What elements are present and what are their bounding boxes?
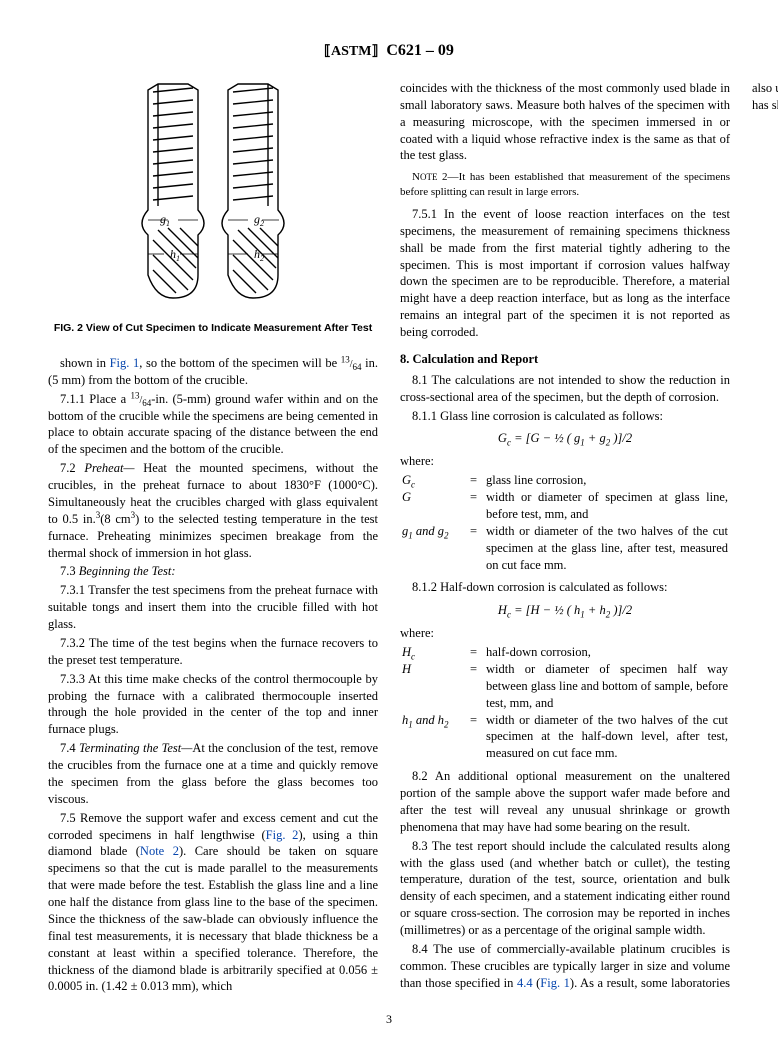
ref-fig1[interactable]: Fig. 1	[110, 356, 140, 370]
def-row: Gc=glass line corrosion,	[400, 472, 730, 489]
figure-2-svg: g1 g2 h1 h2	[98, 80, 328, 310]
para-8.3: 8.3 The test report should include the c…	[400, 838, 730, 939]
para-7.3: 7.3 Beginning the Test:	[48, 563, 378, 580]
para-7.5: 7.5 Remove the support wafer and excess …	[48, 810, 378, 996]
para-8.1.1: 8.1.1 Glass line corrosion is calculated…	[400, 408, 730, 425]
para-8.1: 8.1 The calculations are not intended to…	[400, 372, 730, 406]
figure-2: g1 g2 h1 h2 FIG. 2 View of Cut Specimen …	[48, 80, 378, 335]
document-header: ⟦ASTM⟧ C621 – 09	[48, 40, 730, 62]
svg-text:h2: h2	[254, 247, 264, 263]
para-7.3.3: 7.3.3 At this time make checks of the co…	[48, 671, 378, 739]
def-row: g1 and g2=width or diameter of the two h…	[400, 523, 730, 574]
para-7.4: 7.4 Terminating the Test—At the conclusi…	[48, 740, 378, 808]
figure-2-caption: FIG. 2 View of Cut Specimen to Indicate …	[48, 321, 378, 335]
para-8.2: 8.2 An additional optional measurement o…	[400, 768, 730, 836]
para-7.5.1: 7.5.1 In the event of loose reaction int…	[400, 206, 730, 341]
ref-4.4[interactable]: 4.4	[517, 976, 533, 990]
section-8: 8. Calculation and Report	[400, 351, 730, 368]
astm-logo: ⟦ASTM⟧	[324, 44, 378, 59]
where-2: where:	[400, 625, 730, 642]
para-7.3.2: 7.3.2 The time of the test begins when t…	[48, 635, 378, 669]
doc-id: C621 – 09	[386, 42, 454, 59]
ref-note2[interactable]: Note 2	[140, 844, 179, 858]
two-column-body: g1 g2 h1 h2 FIG. 2 View of Cut Specimen …	[48, 80, 730, 1000]
para-7.3.1: 7.3.1 Transfer the test specimens from t…	[48, 582, 378, 633]
defs-gc: Gc=glass line corrosion, G=width or diam…	[400, 472, 730, 573]
def-row: H=width or diameter of specimen half way…	[400, 661, 730, 712]
def-row: G=width or diameter of specimen at glass…	[400, 489, 730, 523]
para-8.1.2: 8.1.2 Half-down corrosion is calculated …	[400, 579, 730, 596]
para-shown: shown in Fig. 1, so the bottom of the sp…	[48, 355, 378, 389]
para-7.1.1: 7.1.1 Place a 13/64-in. (5-mm) ground wa…	[48, 391, 378, 459]
para-7.2: 7.2 Preheat— Heat the mounted specimens,…	[48, 460, 378, 561]
svg-text:h1: h1	[170, 247, 180, 263]
page-number: 3	[0, 1011, 778, 1027]
formula-hc: Hc = [H − ½ ( h1 + h2 )]/2	[400, 602, 730, 619]
formula-gc: Gc = [G − ½ ( g1 + g2 )]/2	[400, 430, 730, 447]
def-row: h1 and h2=width or diameter of the two h…	[400, 712, 730, 763]
note-2: NOTE 2—It has been established that meas…	[400, 170, 730, 200]
def-row: Hc=half-down corrosion,	[400, 644, 730, 661]
where-1: where:	[400, 453, 730, 470]
ref-fig2[interactable]: Fig. 2	[266, 828, 299, 842]
defs-hc: Hc=half-down corrosion, H=width or diame…	[400, 644, 730, 762]
para-coincides: coincides with the thickness of the most…	[400, 80, 730, 164]
ref-fig1b[interactable]: Fig. 1	[540, 976, 570, 990]
